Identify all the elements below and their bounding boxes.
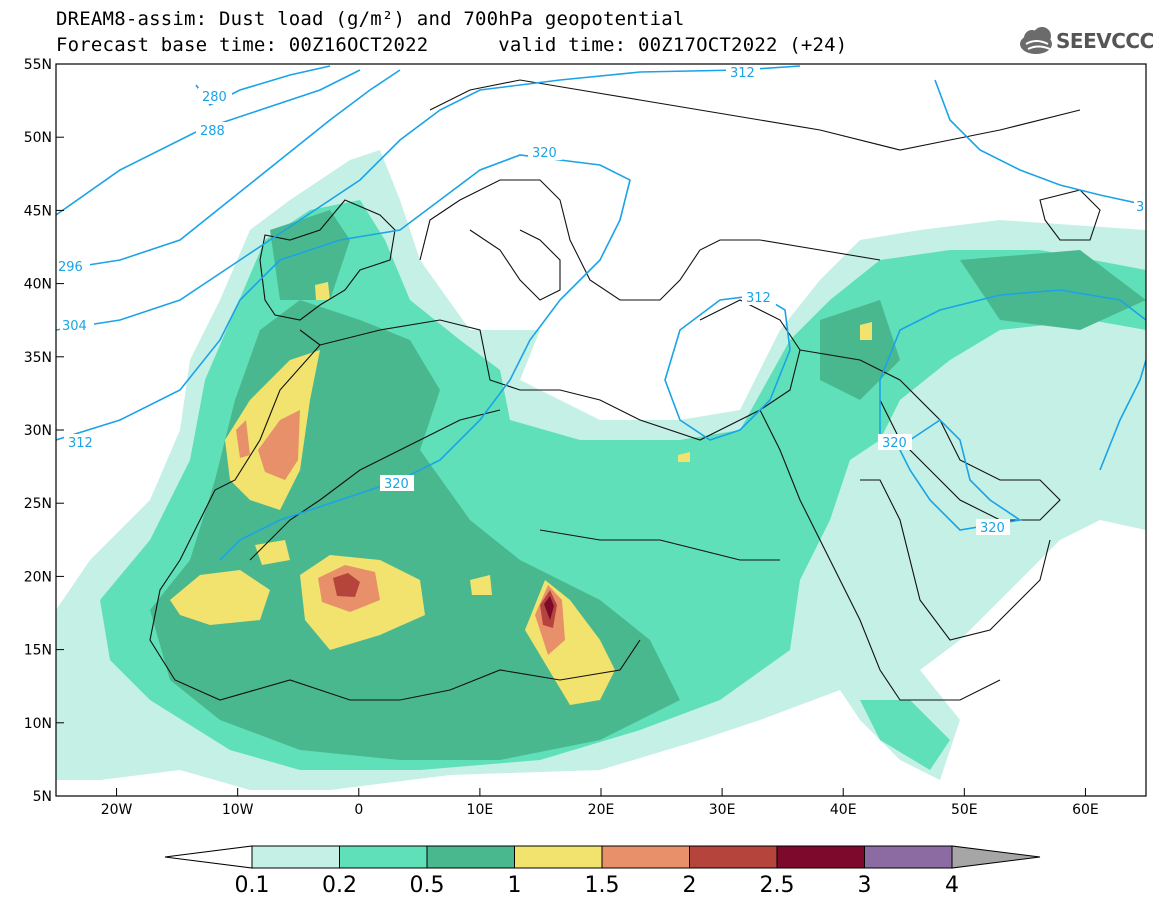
colorbar-under-arrow (164, 845, 253, 869)
contour-labels: 280 288 296 304 312 320 320 312 320 320 … (56, 64, 1146, 536)
colorbar-label: 0.1 (235, 873, 270, 898)
lon-tick-label: 50E (951, 802, 978, 818)
colorbar-swatch (601, 845, 690, 869)
lon-tick-label: 30E (709, 802, 736, 818)
colorbar-label: 3 (858, 873, 872, 898)
contour-label-288: 288 (200, 124, 225, 139)
colorbar-over-arrow (951, 845, 1041, 869)
contour-label-320-balkans: 320 (532, 146, 557, 161)
colorbar-label: 2 (683, 873, 697, 898)
colorbar-swatch (864, 845, 953, 869)
contour-label-320-sahara: 320 (384, 477, 409, 492)
lat-tick-label: 10N (24, 716, 52, 732)
map-title-line2: Forecast base time: 00Z16OCT2022 valid t… (56, 34, 848, 56)
colorbar-label: 2.5 (760, 873, 795, 898)
lon-tick-label: 60E (1072, 802, 1099, 818)
colorbar-swatch (426, 845, 515, 869)
lon-axis: 20W 10W 0 10E 20E 30E 40E 50E 60E (101, 788, 1099, 818)
contour-label-312-north: 312 (730, 66, 755, 81)
colorbar-swatch (339, 845, 428, 869)
lon-tick-label: 20E (588, 802, 615, 818)
colorbar: 0.1 0.2 0.5 1 1.5 2 2.5 3 4 (164, 845, 1041, 898)
lat-tick-label: 55N (24, 57, 52, 73)
colorbar-swatch (514, 845, 603, 869)
lat-axis: 55N 50N 45N 40N 35N 30N 25N 20N 15N 10N 5N (24, 57, 64, 805)
lat-tick-label: 25N (24, 496, 52, 512)
colorbar-label: 4 (945, 873, 959, 898)
dust-fields (56, 150, 1146, 790)
lat-tick-label: 45N (24, 203, 52, 219)
colorbar-label: 0.5 (410, 873, 445, 898)
coastlines (149, 79, 1101, 701)
colorbar-swatch (689, 845, 778, 869)
cloud-icon (1020, 27, 1052, 54)
lon-tick-label: 10W (222, 802, 254, 818)
lat-tick-label: 5N (33, 789, 52, 805)
lat-tick-label: 30N (24, 423, 52, 439)
colorbar-label: 1.5 (585, 873, 620, 898)
contour-label-320-iraq: 320 (882, 436, 907, 451)
lat-tick-label: 20N (24, 569, 52, 585)
contour-label-east: 3 (1136, 200, 1144, 215)
lat-tick-label: 35N (24, 350, 52, 366)
contour-label-312-med: 312 (746, 291, 771, 306)
map-title-line1: DREAM8-assim: Dust load (g/m²) and 700hP… (56, 8, 685, 30)
lon-tick-label: 10E (467, 802, 494, 818)
lat-tick-label: 40N (24, 277, 52, 293)
lon-tick-label: 40E (830, 802, 857, 818)
contour-label-304: 304 (62, 319, 87, 334)
colorbar-label: 0.2 (322, 873, 357, 898)
colorbar-swatch (776, 845, 865, 869)
lon-tick-label: 20W (101, 802, 133, 818)
colorbar-swatch (251, 845, 340, 869)
logo-text: SEEVCCC (1056, 29, 1154, 53)
lon-tick-label: 0 (354, 802, 363, 818)
lat-tick-label: 15N (24, 643, 52, 659)
contour-label-296: 296 (58, 260, 83, 275)
contour-label-320-gulf: 320 (980, 521, 1005, 536)
lat-tick-label: 50N (24, 130, 52, 146)
colorbar-label: 1 (508, 873, 522, 898)
contour-label-312-west: 312 (68, 436, 93, 451)
contour-label-280: 280 (202, 90, 227, 105)
